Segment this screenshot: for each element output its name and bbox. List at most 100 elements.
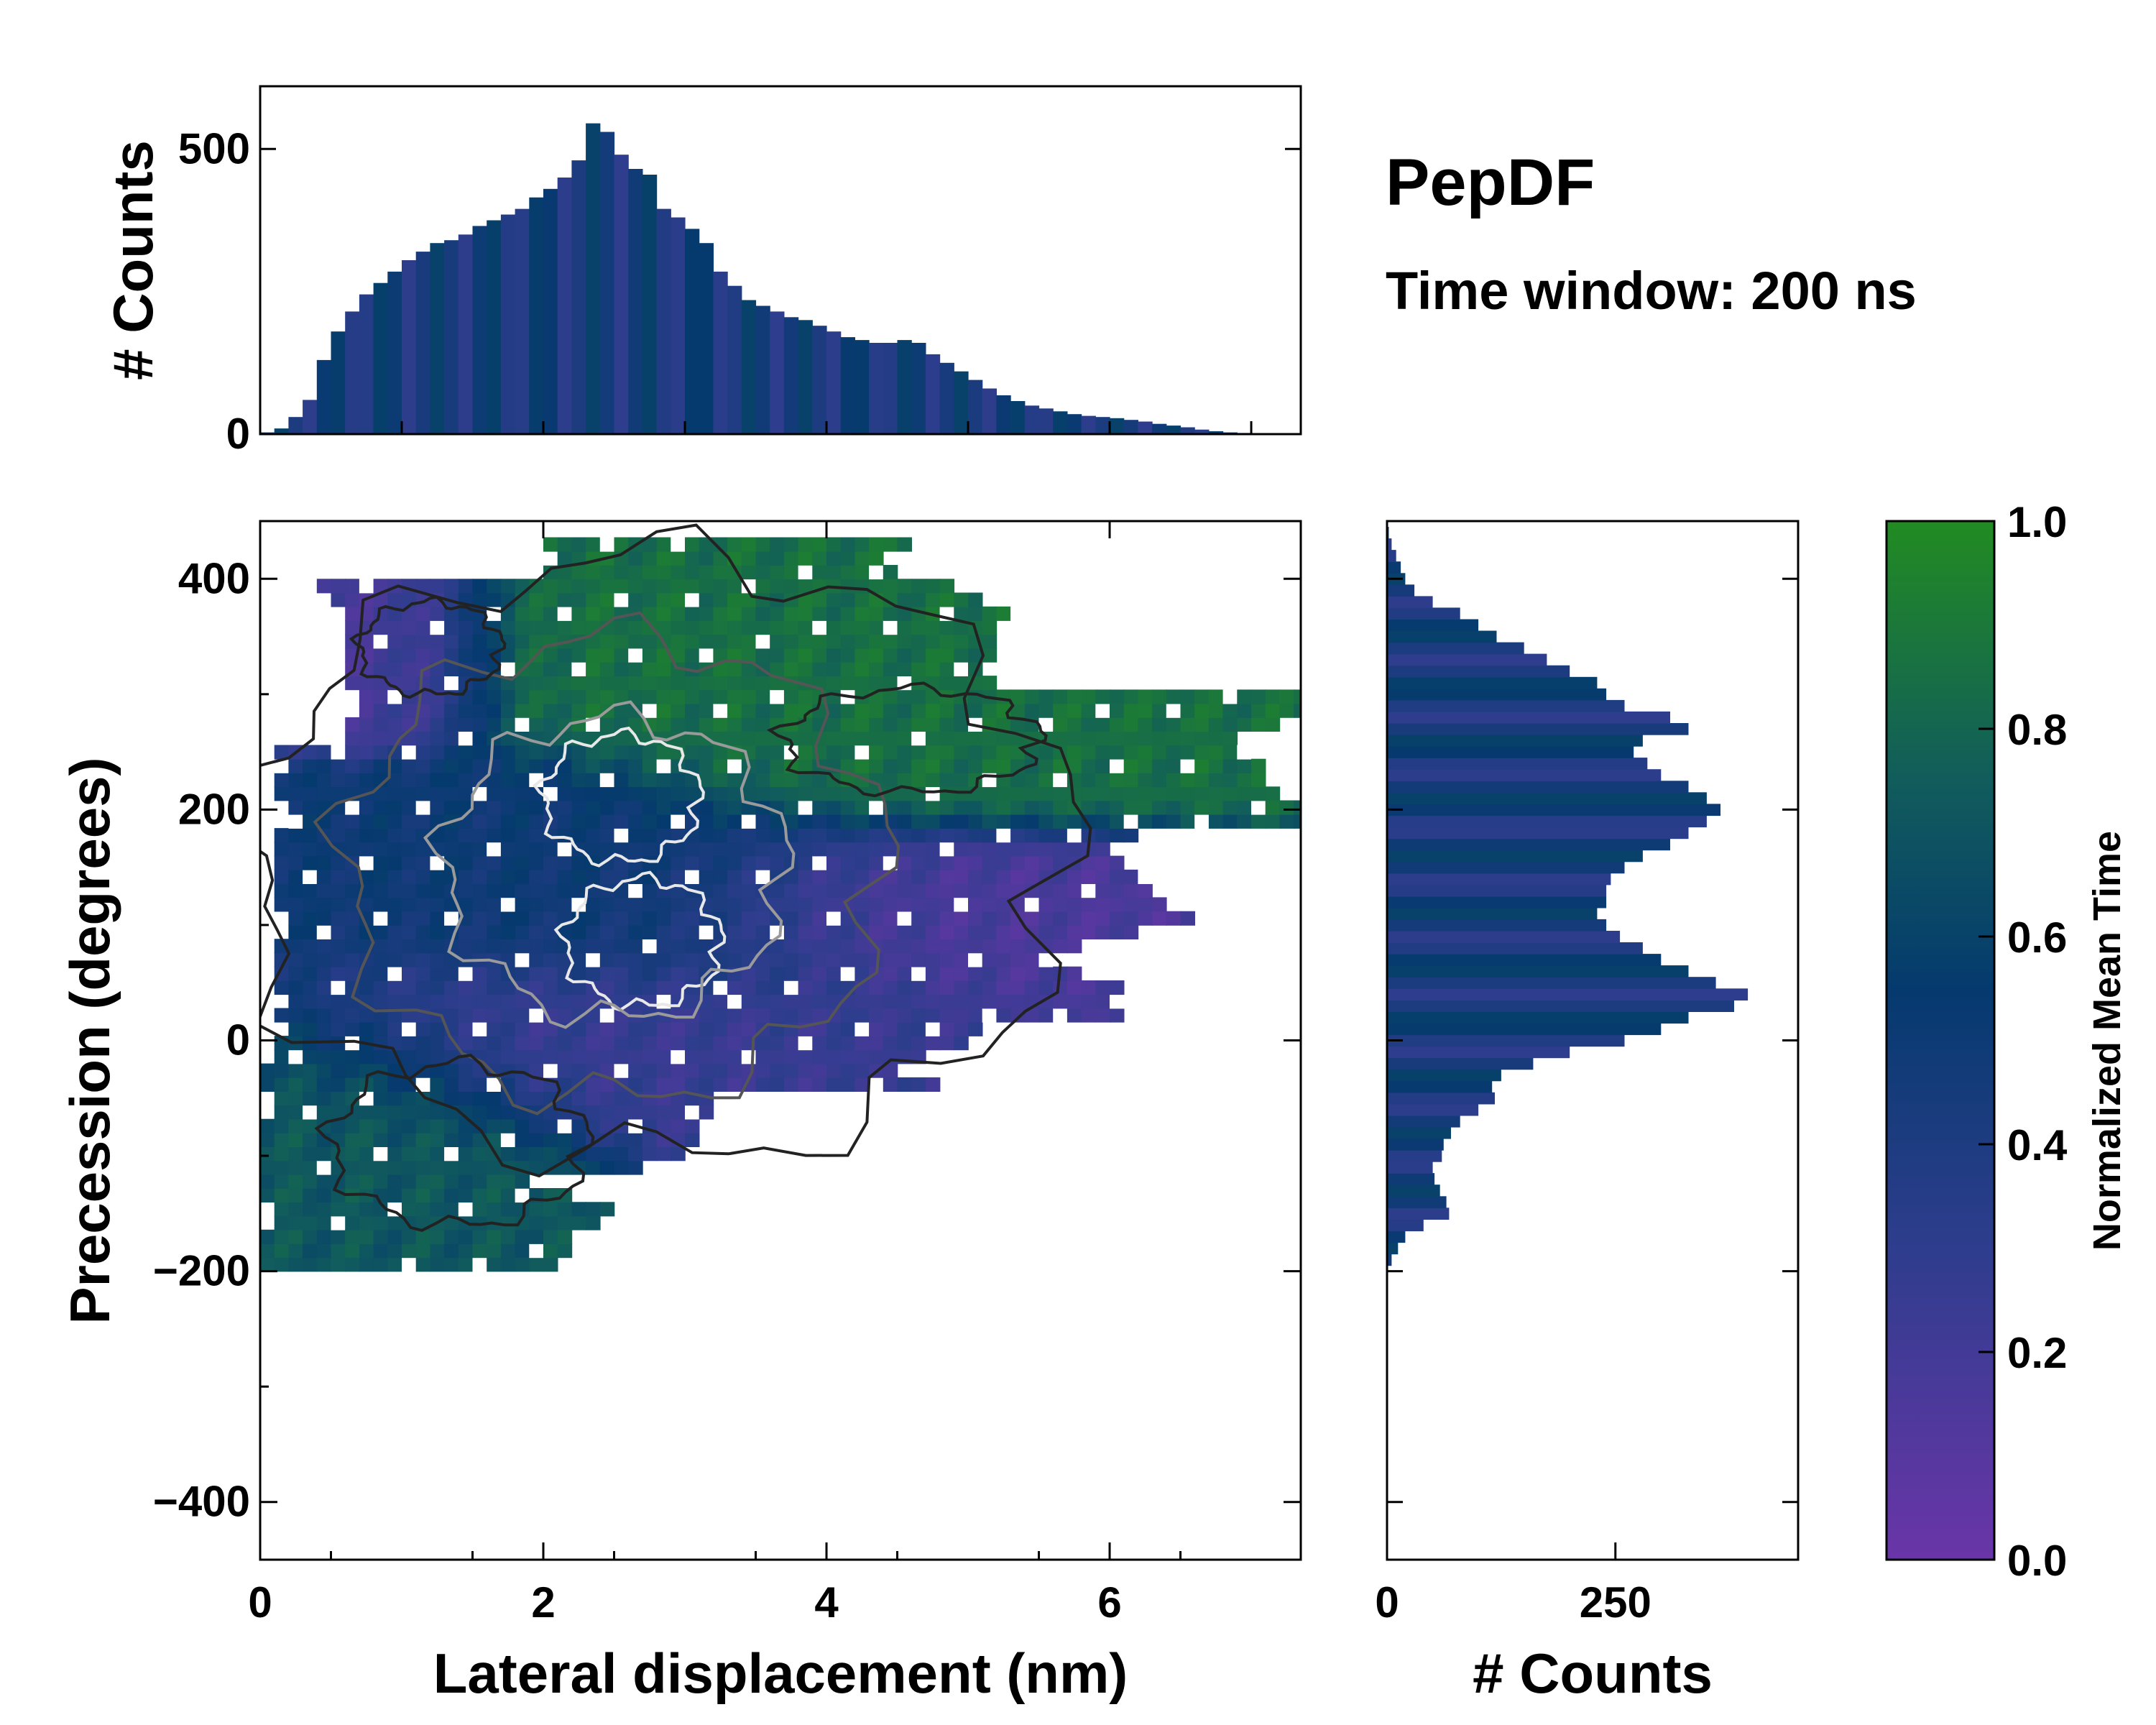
heatmap-cell bbox=[727, 537, 742, 552]
heatmap-cell bbox=[1166, 911, 1181, 926]
heatmap-cell bbox=[854, 1049, 870, 1064]
heatmap-cell bbox=[557, 537, 573, 552]
heatmap-cell bbox=[911, 883, 926, 898]
heatmap-cell bbox=[826, 1077, 842, 1092]
heatmap-cell bbox=[1222, 745, 1238, 760]
colorbar-tick-label: 0.6 bbox=[2007, 914, 2067, 962]
heatmap-cell bbox=[840, 565, 856, 580]
heatmap-cell bbox=[599, 1077, 615, 1092]
heatmap-cell bbox=[387, 1257, 402, 1272]
heatmap-cell bbox=[571, 1021, 586, 1036]
heatmap-cell bbox=[854, 731, 870, 746]
heatmap-cell bbox=[812, 1077, 827, 1092]
heatmap-cell bbox=[656, 745, 672, 760]
heatmap-cell bbox=[599, 648, 615, 663]
heatmap-cell bbox=[812, 939, 827, 954]
heatmap-cell bbox=[727, 1008, 742, 1023]
heatmap-cell bbox=[415, 676, 431, 691]
heatmap-cell bbox=[854, 592, 870, 607]
heatmap-cell bbox=[444, 606, 459, 621]
figure-title: PepDF bbox=[1386, 146, 1595, 219]
heatmap-cell bbox=[614, 897, 629, 912]
heatmap-cell bbox=[303, 980, 318, 995]
top-hist-bar bbox=[840, 337, 855, 434]
heatmap-cell bbox=[925, 924, 941, 939]
heatmap-cell bbox=[543, 689, 558, 704]
heatmap-cell bbox=[373, 897, 389, 912]
heatmap-cell bbox=[402, 676, 417, 691]
heatmap-cell bbox=[599, 924, 615, 939]
colorbar-tick-label: 0.8 bbox=[2007, 706, 2067, 754]
heatmap-cell bbox=[1123, 745, 1139, 760]
heatmap-cell bbox=[359, 814, 374, 829]
heatmap-cell bbox=[1095, 745, 1110, 760]
heatmap-cell bbox=[487, 814, 502, 829]
heatmap-cell bbox=[586, 897, 601, 912]
heatmap-cell bbox=[359, 634, 374, 649]
heatmap-cell bbox=[1110, 994, 1125, 1009]
heatmap-cell bbox=[571, 869, 586, 884]
heatmap-cell bbox=[883, 620, 898, 635]
heatmap-cell bbox=[359, 1243, 374, 1259]
heatmap-cell bbox=[515, 703, 530, 718]
heatmap-cell bbox=[331, 994, 346, 1009]
heatmap-cell bbox=[628, 924, 643, 939]
heatmap-cell bbox=[755, 758, 770, 773]
heatmap-cell bbox=[557, 869, 573, 884]
heatmap-cell bbox=[939, 855, 955, 870]
heatmap-cell bbox=[798, 689, 814, 704]
heatmap-cell bbox=[1024, 855, 1040, 870]
heatmap-cell bbox=[883, 1077, 898, 1092]
heatmap-cell bbox=[968, 1008, 983, 1023]
heatmap-cell bbox=[642, 620, 658, 635]
top-hist-bar bbox=[826, 331, 842, 434]
heatmap-cell bbox=[472, 1091, 487, 1106]
heatmap-cell bbox=[515, 1146, 530, 1162]
heatmap-cell bbox=[430, 897, 445, 912]
heatmap-cell bbox=[331, 1118, 346, 1133]
heatmap-cell bbox=[1053, 911, 1068, 926]
heatmap-cell bbox=[1081, 745, 1097, 760]
heatmap-cell bbox=[628, 579, 643, 594]
heatmap-cell bbox=[883, 661, 898, 676]
heatmap-cell bbox=[982, 648, 998, 663]
heatmap-cell bbox=[685, 1118, 700, 1133]
heatmap-cell bbox=[954, 606, 969, 621]
heatmap-cell bbox=[331, 758, 346, 773]
heatmap-cell bbox=[1110, 745, 1125, 760]
heatmap-cell bbox=[713, 1063, 728, 1078]
heatmap-cell bbox=[1110, 800, 1125, 815]
heatmap-cell bbox=[1166, 814, 1181, 829]
heatmap-cell bbox=[812, 592, 827, 607]
heatmap-cell bbox=[996, 855, 1011, 870]
heatmap-cell bbox=[1095, 717, 1110, 732]
heatmap-cell bbox=[1038, 897, 1054, 912]
heatmap-cell bbox=[557, 855, 573, 870]
heatmap-cell bbox=[770, 689, 785, 704]
heatmap-cell bbox=[444, 773, 459, 788]
top-hist-bar bbox=[1152, 423, 1167, 434]
heatmap-cell bbox=[798, 952, 814, 967]
heatmap-cell bbox=[586, 800, 601, 815]
heatmap-cell bbox=[685, 1063, 700, 1078]
heatmap-cell bbox=[727, 800, 742, 815]
heatmap-cell bbox=[1081, 1008, 1097, 1023]
heatmap-cell bbox=[911, 911, 926, 926]
heatmap-cell bbox=[939, 634, 955, 649]
heatmap-cell bbox=[500, 897, 516, 912]
top-hist-bar bbox=[1095, 417, 1110, 434]
heatmap-cell bbox=[982, 758, 998, 773]
heatmap-cell bbox=[883, 703, 898, 718]
heatmap-cell bbox=[387, 966, 402, 981]
heatmap-cell bbox=[402, 1036, 417, 1051]
heatmap-cell bbox=[1208, 689, 1224, 704]
heatmap-cell bbox=[331, 869, 346, 884]
heatmap-cell bbox=[571, 648, 586, 663]
heatmap-cell bbox=[387, 814, 402, 829]
heatmap-cell bbox=[373, 620, 389, 635]
heatmap-cell bbox=[883, 966, 898, 981]
heatmap-cell bbox=[656, 620, 672, 635]
heatmap-cell bbox=[487, 634, 502, 649]
heatmap-cell bbox=[288, 1049, 303, 1064]
heatmap-cell bbox=[1110, 897, 1125, 912]
